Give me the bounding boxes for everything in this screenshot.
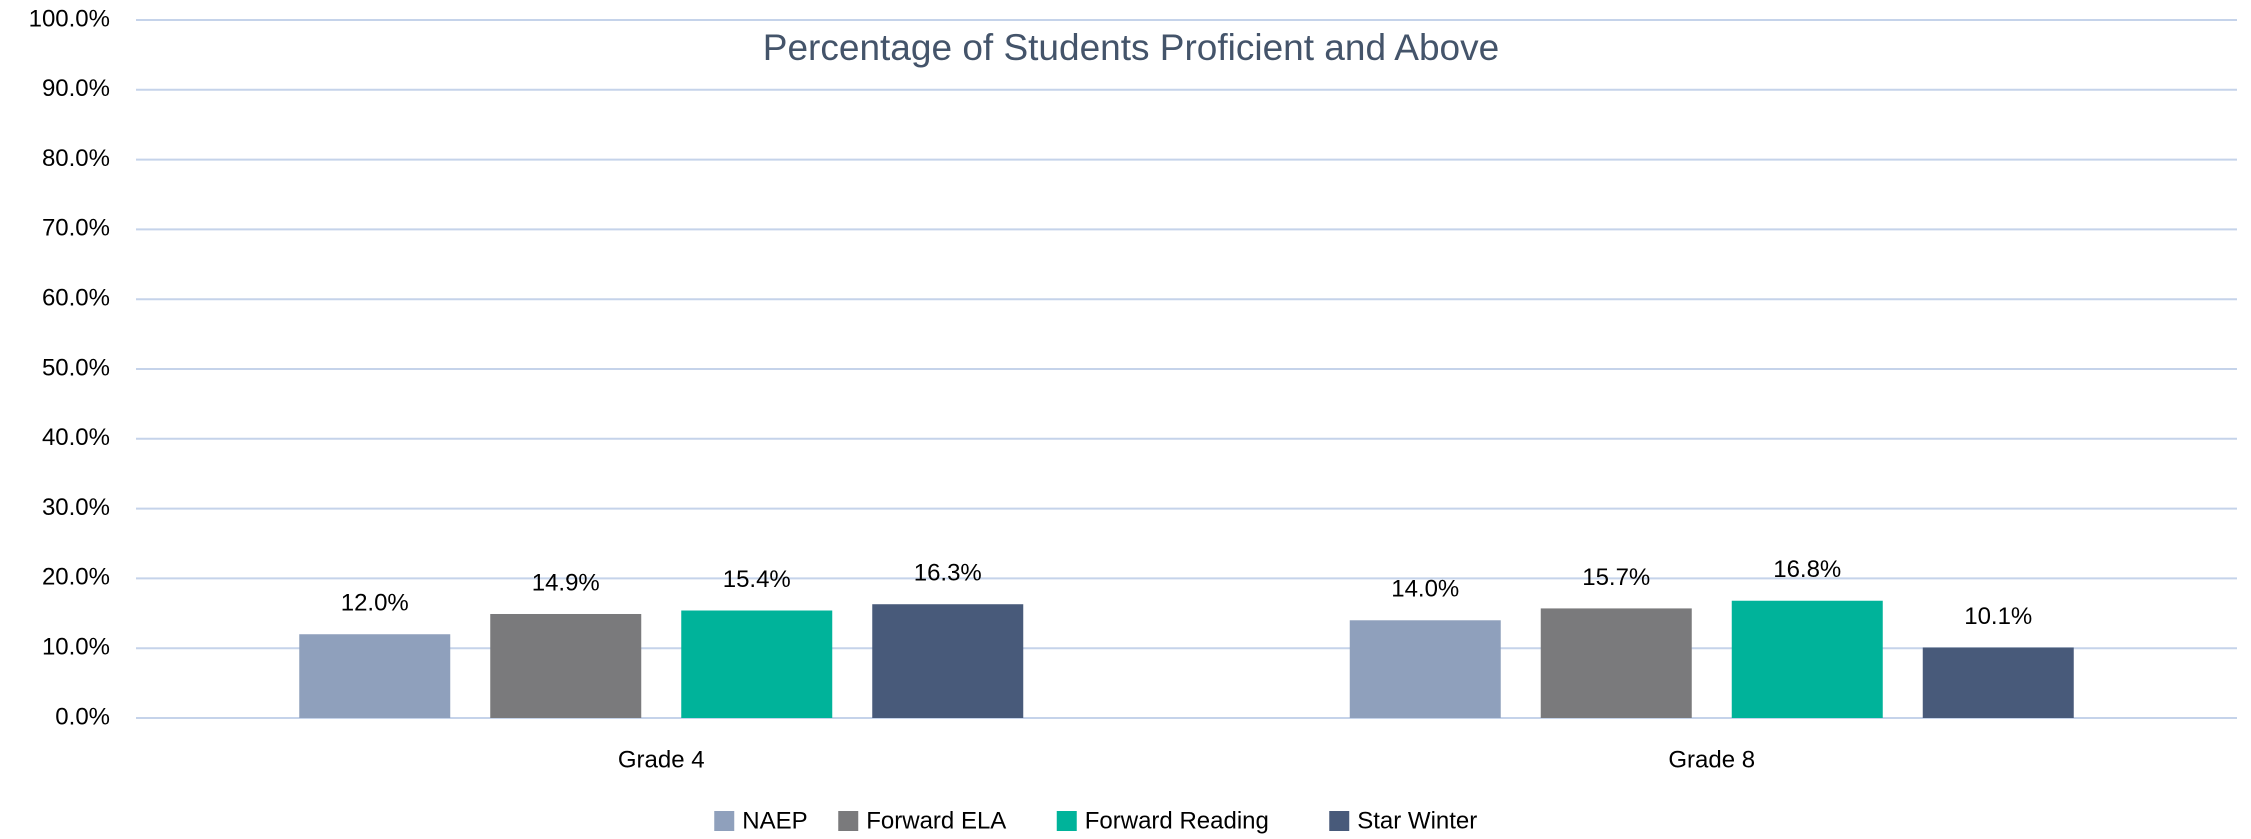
y-tick-label: 50.0% <box>42 354 110 381</box>
data-label: 10.1% <box>1964 603 2032 630</box>
y-tick-label: 70.0% <box>42 215 110 242</box>
legend-swatch <box>1056 811 1077 831</box>
data-label: 16.3% <box>914 560 982 587</box>
bar <box>681 610 833 718</box>
legend-label: Forward ELA <box>866 807 1006 834</box>
legend-label: Forward Reading <box>1085 807 1269 834</box>
y-tick-label: 100.0% <box>29 5 110 32</box>
data-label: 15.7% <box>1582 564 1650 591</box>
legend-swatch <box>714 811 735 831</box>
y-tick-label: 30.0% <box>42 494 110 521</box>
x-tick-label: Grade 8 <box>1668 746 1755 773</box>
bar <box>490 613 642 718</box>
chart-title: Percentage of Students Proficient and Ab… <box>763 27 1499 68</box>
data-label: 14.9% <box>532 569 600 596</box>
bar <box>1731 600 1883 718</box>
bar <box>1922 647 2074 718</box>
legend-swatch <box>1329 811 1350 831</box>
x-tick-label: Grade 4 <box>618 746 705 773</box>
data-label: 15.4% <box>723 566 791 593</box>
y-tick-label: 0.0% <box>55 703 110 730</box>
y-tick-label: 40.0% <box>42 424 110 451</box>
data-label: 12.0% <box>341 590 409 617</box>
legend-label: Star Winter <box>1357 807 1477 834</box>
legend-swatch <box>838 811 859 831</box>
bar <box>872 604 1024 718</box>
y-tick-label: 90.0% <box>42 75 110 102</box>
y-tick-label: 80.0% <box>42 145 110 172</box>
y-tick-label: 60.0% <box>42 285 110 312</box>
bar <box>299 634 451 718</box>
y-tick-label: 20.0% <box>42 564 110 591</box>
data-label: 14.0% <box>1391 576 1459 603</box>
bar <box>1540 608 1692 718</box>
data-label: 16.8% <box>1773 556 1841 583</box>
y-tick-label: 10.0% <box>42 634 110 661</box>
bar <box>1349 620 1501 718</box>
legend-label: NAEP <box>742 807 807 834</box>
